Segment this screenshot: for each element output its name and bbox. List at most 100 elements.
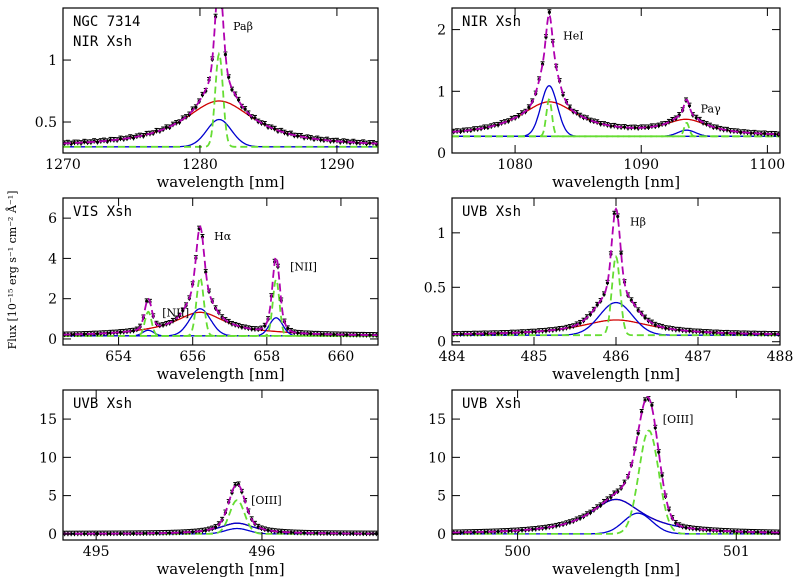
data-point bbox=[568, 325, 572, 329]
data-point bbox=[708, 528, 712, 532]
x-tick-label: 485 bbox=[521, 349, 548, 365]
y-tick-label: 6 bbox=[48, 211, 57, 227]
data-point bbox=[544, 526, 548, 530]
data-point bbox=[118, 136, 123, 141]
data-point bbox=[191, 530, 195, 534]
x-tick-label: 1100 bbox=[750, 157, 786, 173]
panel-6: 500 501 0 5 10 15 wavelength [nm] UVB Xsh [OIII] bbox=[428, 389, 781, 578]
x-tick-label: 1080 bbox=[497, 157, 533, 173]
data-point bbox=[520, 330, 524, 334]
data-point bbox=[763, 131, 767, 136]
data-point bbox=[230, 88, 234, 92]
data-point bbox=[650, 403, 654, 407]
plot-area bbox=[452, 396, 780, 536]
data-point bbox=[646, 125, 651, 130]
data-point bbox=[309, 136, 313, 140]
y-tick-label: 0 bbox=[437, 527, 446, 543]
data-point bbox=[332, 139, 336, 143]
data-point bbox=[657, 450, 661, 454]
data-point bbox=[82, 140, 86, 144]
data-point bbox=[154, 129, 159, 133]
plot-area bbox=[452, 9, 780, 138]
data-point bbox=[527, 105, 531, 109]
x-tick-label: 496 bbox=[249, 544, 276, 560]
plot-area bbox=[63, 8, 378, 148]
panel-5: 495 496 0 5 10 15 wavelength [nm] UVB Xsh [OIII] bbox=[39, 389, 379, 578]
x-tick-label: 1090 bbox=[623, 157, 659, 173]
data-point bbox=[355, 141, 359, 145]
y-tick-label: 0.5 bbox=[35, 115, 57, 131]
data-point bbox=[568, 520, 572, 524]
data-point bbox=[315, 531, 319, 535]
data-point bbox=[715, 126, 719, 130]
x-tick-label: 1270 bbox=[45, 157, 81, 173]
data-point bbox=[595, 303, 599, 307]
narrow-component-curve-2 bbox=[452, 121, 780, 138]
y-tick-label: 10 bbox=[428, 450, 446, 466]
data-point bbox=[279, 530, 283, 534]
plot-area bbox=[452, 207, 780, 337]
data-point bbox=[368, 141, 372, 145]
plot-area bbox=[63, 225, 378, 338]
y-tick-label: 15 bbox=[39, 412, 57, 428]
data-point bbox=[302, 531, 306, 535]
panel-frame bbox=[62, 7, 379, 154]
data-point bbox=[616, 214, 620, 219]
data-point bbox=[578, 321, 582, 325]
data-point bbox=[472, 530, 476, 534]
narrow-component-curve-1 bbox=[452, 254, 780, 337]
data-point bbox=[506, 119, 510, 123]
x-tick-label: 495 bbox=[83, 544, 110, 560]
data-point bbox=[338, 531, 342, 536]
narrow-component-curve-2 bbox=[63, 276, 378, 337]
data-point bbox=[660, 473, 664, 478]
data-point bbox=[240, 325, 244, 329]
total-fit-curve bbox=[63, 8, 378, 145]
emission-line-label: [NII] bbox=[290, 260, 317, 273]
x-tick-label: 488 bbox=[767, 349, 794, 365]
data-point bbox=[711, 331, 715, 335]
data-point bbox=[588, 511, 592, 515]
data-point bbox=[263, 324, 267, 328]
data-point bbox=[544, 329, 548, 333]
emission-line-label: Hβ bbox=[630, 215, 646, 228]
y-tick-label: 0.5 bbox=[424, 280, 446, 296]
panel-4: 484 485 486 487 488 0 0.5 1 wavelength [nm] UVB X… bbox=[424, 197, 794, 383]
x-tick-label: 1280 bbox=[182, 157, 218, 173]
data-point bbox=[194, 105, 198, 109]
plot-area bbox=[63, 481, 378, 537]
x-tick-label: 484 bbox=[439, 349, 466, 365]
total-fit-curve bbox=[452, 13, 780, 136]
data-point bbox=[653, 323, 657, 327]
data-point bbox=[227, 75, 231, 79]
data-point bbox=[361, 531, 365, 536]
intermediate-component-curve-1 bbox=[63, 118, 378, 148]
data-point bbox=[266, 528, 270, 532]
data-point bbox=[309, 332, 313, 336]
data-point bbox=[263, 122, 267, 126]
panel-label: UVB Xsh bbox=[462, 396, 521, 412]
data-point bbox=[496, 331, 500, 335]
y-tick-label: 0 bbox=[48, 527, 57, 543]
emission-line-label: [OIII] bbox=[663, 413, 694, 426]
panel-label: UVB Xsh bbox=[462, 204, 521, 220]
data-point bbox=[368, 333, 372, 337]
panel-frame bbox=[451, 389, 781, 541]
panel-frame bbox=[62, 197, 379, 346]
data-point bbox=[141, 134, 145, 138]
x-tick-label: 501 bbox=[723, 544, 750, 560]
data-point bbox=[161, 323, 165, 327]
panel-label: UVB Xsh bbox=[73, 396, 132, 412]
panel-frame bbox=[62, 389, 379, 541]
emission-line-label: HeI bbox=[563, 30, 583, 43]
data-point bbox=[131, 329, 136, 333]
data-point bbox=[684, 525, 688, 530]
y-tick-label: 0 bbox=[437, 146, 446, 162]
x-tick-label: 658 bbox=[253, 349, 280, 365]
y-tick-label: 1 bbox=[437, 226, 446, 242]
total-fit-curve bbox=[452, 396, 780, 534]
data-point bbox=[520, 528, 524, 532]
data-point bbox=[496, 529, 500, 534]
emission-line-label: [OIII] bbox=[251, 494, 282, 507]
